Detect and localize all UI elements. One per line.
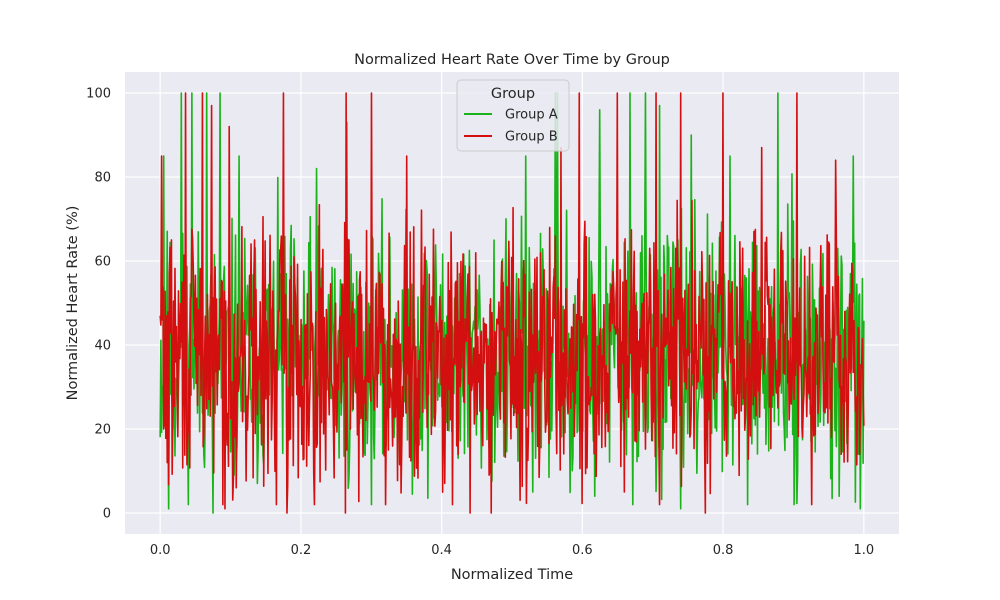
legend-title: Group xyxy=(491,86,535,102)
legend-label-group-a: Group A xyxy=(505,108,558,123)
y-tick-label: 80 xyxy=(94,171,111,186)
x-tick-label: 1.0 xyxy=(853,543,874,558)
x-axis-label: Normalized Time xyxy=(451,567,573,583)
x-tick-label: 0.8 xyxy=(713,543,734,558)
y-tick-label: 100 xyxy=(86,87,111,102)
legend-box xyxy=(456,79,570,152)
y-axis-ticks: 0 20 40 60 80 100 xyxy=(86,87,111,522)
legend-label-group-b: Group B xyxy=(505,130,558,145)
x-tick-label: 0.0 xyxy=(150,543,171,558)
x-tick-label: 0.6 xyxy=(572,543,593,558)
y-tick-label: 20 xyxy=(94,423,111,438)
x-axis-ticks: 0.0 0.2 0.4 0.6 0.8 1.0 xyxy=(150,543,874,558)
chart-title: Normalized Heart Rate Over Time by Group xyxy=(354,52,670,68)
legend: Group Group A Group B xyxy=(456,79,570,152)
series-line-group-b xyxy=(159,92,865,514)
y-tick-label: 40 xyxy=(94,339,111,354)
y-tick-label: 60 xyxy=(94,255,111,270)
y-tick-label: 0 xyxy=(103,507,111,522)
x-tick-label: 0.2 xyxy=(291,543,312,558)
x-tick-label: 0.4 xyxy=(431,543,452,558)
y-axis-label: Normalized Heart Rate (%) xyxy=(65,206,81,401)
series-lines xyxy=(159,92,865,514)
